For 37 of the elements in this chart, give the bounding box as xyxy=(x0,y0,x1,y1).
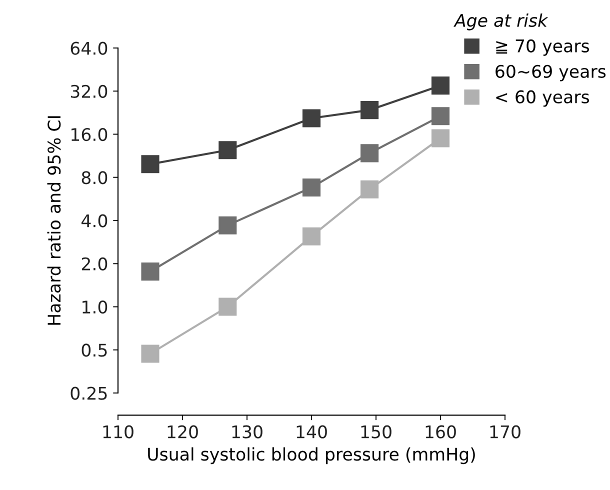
x-tick-label: 120 xyxy=(168,425,198,438)
point xyxy=(431,129,450,148)
point xyxy=(302,109,321,128)
y-tick-label: 1.0 xyxy=(82,300,108,314)
y-axis-title: Hazard ratio and 95% CI xyxy=(47,116,61,325)
point xyxy=(431,76,450,95)
point xyxy=(141,155,160,174)
legend-title: Age at risk xyxy=(454,14,548,30)
y-tick-label: 0.25 xyxy=(70,386,107,400)
x-tick-label: 150 xyxy=(361,425,392,438)
y-tick-label: 4.0 xyxy=(82,214,108,228)
point xyxy=(218,216,237,234)
x-tick-label: 130 xyxy=(232,425,262,438)
legend-label: 60∼69 years xyxy=(496,64,606,82)
y-tick-label: 2.0 xyxy=(82,257,108,270)
point xyxy=(431,107,450,126)
point xyxy=(360,101,379,120)
y-tick-label: 32.0 xyxy=(70,84,108,98)
x-tick-label: 140 xyxy=(296,425,327,438)
legend-label: < 60 years xyxy=(496,90,589,107)
point xyxy=(302,227,321,246)
point xyxy=(141,344,160,363)
point xyxy=(218,141,237,160)
x-tick-label: 110 xyxy=(103,425,134,438)
point xyxy=(218,298,237,316)
y-tick-label: 64.0 xyxy=(70,42,108,55)
y-tick-label: 16.0 xyxy=(72,128,108,142)
y-tick-label: 8.0 xyxy=(82,171,108,184)
x-axis-title: Usual systolic blood pressure (mmHg) xyxy=(148,447,475,464)
y-tick-label: 0.5 xyxy=(82,344,107,357)
legend-label: ≧ 70 years xyxy=(496,39,589,56)
x-tick-label: 160 xyxy=(426,425,456,438)
point xyxy=(360,180,379,198)
point xyxy=(141,262,160,281)
x-tick-label: 170 xyxy=(490,425,520,438)
point xyxy=(360,144,379,162)
point xyxy=(302,178,321,197)
